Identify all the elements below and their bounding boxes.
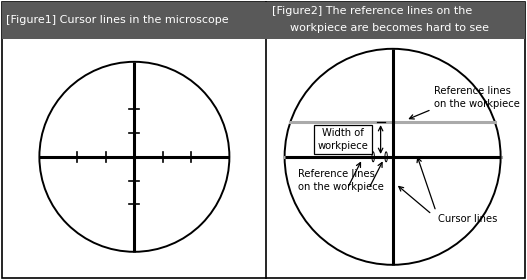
Text: Width of
workpiece: Width of workpiece — [317, 128, 368, 151]
Circle shape — [285, 49, 501, 265]
Text: Cursor lines: Cursor lines — [438, 214, 497, 225]
Text: workpiece are becomes hard to see: workpiece are becomes hard to see — [290, 23, 490, 33]
Text: [Figure2] The reference lines on the: [Figure2] The reference lines on the — [272, 6, 473, 16]
Circle shape — [40, 62, 229, 252]
Text: [Figure1] Cursor lines in the microscope: [Figure1] Cursor lines in the microscope — [6, 15, 229, 25]
Bar — [266, 2, 525, 39]
Bar — [2, 2, 266, 39]
Text: Reference lines
on the workpiece: Reference lines on the workpiece — [298, 169, 384, 192]
Text: Reference lines
on the workpiece: Reference lines on the workpiece — [434, 86, 520, 109]
FancyBboxPatch shape — [2, 2, 525, 278]
